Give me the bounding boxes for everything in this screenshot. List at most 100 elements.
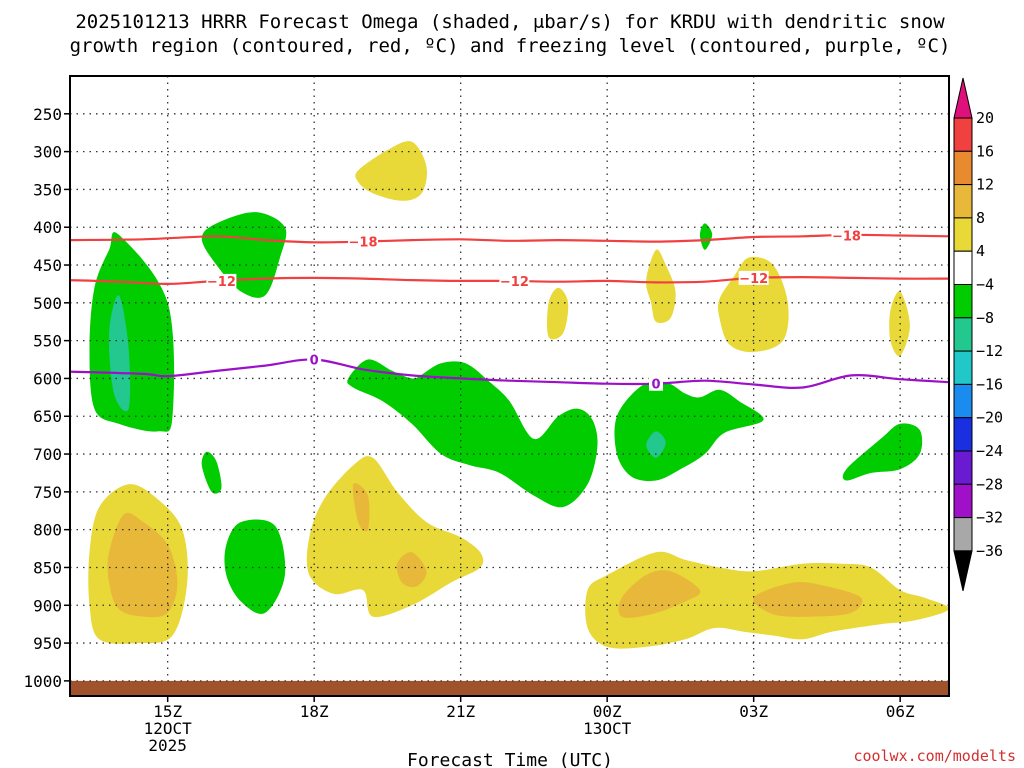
omega-region-8 [699, 223, 713, 250]
colorbar-label: −20 [976, 409, 1003, 427]
colorbar-segment [953, 483, 973, 519]
y-tick-label: 700 [33, 445, 62, 464]
contour-label-layer: −18 −18 −12 −12 −12 0 0 [206, 228, 862, 393]
colorbar-label: −24 [976, 442, 1003, 460]
colorbar-label: 8 [976, 209, 985, 227]
colorbar-segment [953, 250, 973, 285]
colorbar-label: 12 [976, 176, 994, 194]
omega-region-12 [646, 249, 676, 324]
colorbar-label: 20 [976, 109, 994, 127]
colorbar-segment [953, 150, 973, 186]
contour-label-dgz-lower: −12 [500, 275, 529, 290]
colorbar-label: −32 [976, 509, 1003, 527]
y-tick-label: 350 [33, 180, 62, 199]
colorbar-label: −12 [976, 342, 1003, 360]
omega-region-22 [753, 582, 863, 617]
x-axis-label: Forecast Time (UTC) [407, 750, 613, 768]
x-tick-label: 03Z [739, 702, 768, 721]
omega-region-19 [396, 552, 427, 588]
colorbar-label: 16 [976, 142, 994, 160]
colorbar-segment [953, 184, 973, 219]
contour-label-freezing-level: 0 [310, 354, 319, 369]
omega-region-9 [842, 423, 923, 481]
contour-label-freezing-level: 0 [651, 378, 660, 393]
contour-dgz-upper [70, 233, 949, 244]
colorbar-label: −16 [976, 375, 1003, 393]
ground-layer [70, 680, 949, 696]
colorbar-segment [953, 350, 973, 385]
y-tick-label: 1000 [23, 672, 62, 691]
contour-label-bg [649, 376, 663, 391]
contour-freezing-level [70, 358, 949, 389]
omega-region-17 [306, 456, 484, 618]
y-tick-label: 900 [33, 596, 62, 615]
contour-label-bg [348, 234, 378, 249]
contour-label-bg [738, 270, 769, 285]
omega-region-0 [89, 232, 175, 432]
colorbar-label: −4 [976, 276, 994, 294]
y-tick-label: 600 [33, 369, 62, 388]
chart-title-line2: growth region (contoured, red, ºC) and f… [70, 35, 951, 57]
omega-region-7 [646, 431, 666, 458]
contour-label-dgz-upper: −18 [349, 236, 378, 251]
omega-region-16 [107, 512, 178, 618]
contour-layer [70, 233, 949, 389]
colorbar-label: −8 [976, 309, 994, 327]
x-tick-label: 13OCT [583, 719, 632, 738]
ground-fill [70, 680, 949, 696]
omega-region-3 [201, 451, 222, 494]
y-tick-label: 300 [33, 143, 62, 162]
y-axis: 250 300 350 400 450 500 550 600 650 700 750 800 850 9… [23, 105, 70, 691]
x-tick-label: 00Z [593, 702, 622, 721]
colorbar-segment [953, 284, 973, 319]
omega-region-11 [547, 287, 569, 340]
y-tick-label: 400 [33, 218, 62, 237]
omega-region-6 [614, 381, 764, 482]
y-tick-label: 850 [33, 558, 62, 577]
colorbar-segment [953, 417, 973, 452]
colorbar-label: −28 [976, 475, 1003, 493]
contour-label-dgz-lower: −12 [739, 272, 768, 287]
colorbar-segment [953, 117, 973, 152]
omega-shading-layer [88, 141, 949, 649]
x-tick-label: 2025 [148, 736, 187, 755]
plot-frame [69, 75, 950, 697]
y-tick-label: 550 [33, 332, 62, 351]
x-tick-label: 15Z [153, 702, 182, 721]
contour-label-dgz-lower: −12 [207, 275, 236, 290]
chart-title-line1: 2025101213 HRRR Forecast Omega (shaded, … [75, 11, 945, 33]
x-tick-label: 18Z [300, 702, 329, 721]
colorbar-bottom-arrow [953, 550, 973, 592]
contour-label-bg [499, 273, 530, 288]
omega-region-18 [352, 483, 370, 532]
colorbar-segment [953, 317, 973, 352]
y-tick-label: 250 [33, 105, 62, 124]
y-tick-label: 950 [33, 634, 62, 653]
contour-label-bg [307, 352, 322, 367]
colorbar-segment [953, 517, 973, 552]
omega-region-1 [108, 295, 131, 412]
colorbar-segment [953, 450, 973, 485]
omega-region-21 [618, 570, 701, 618]
contour-label-dgz-upper: −18 [832, 230, 861, 245]
colorbar-top-arrow [953, 77, 973, 119]
colorbar-label: 4 [976, 242, 985, 260]
colorbar-segment [953, 217, 973, 252]
y-tick-label: 650 [33, 407, 62, 426]
x-tick-label: 06Z [886, 702, 915, 721]
colorbar-segment [953, 383, 973, 419]
x-tick-label: 12OCT [144, 719, 193, 738]
y-tick-label: 800 [33, 521, 62, 540]
y-tick-label: 500 [33, 294, 62, 313]
x-tick-label: 21Z [446, 702, 475, 721]
omega-region-10 [355, 141, 428, 201]
contour-label-bg [831, 228, 862, 243]
omega-region-5 [347, 359, 598, 508]
y-tick-label: 750 [33, 483, 62, 502]
contour-label-bg [206, 273, 237, 288]
credit-text: coolwx.com/modelts [853, 747, 1016, 765]
colorbar-label: −36 [976, 542, 1003, 560]
omega-region-2 [201, 212, 287, 298]
